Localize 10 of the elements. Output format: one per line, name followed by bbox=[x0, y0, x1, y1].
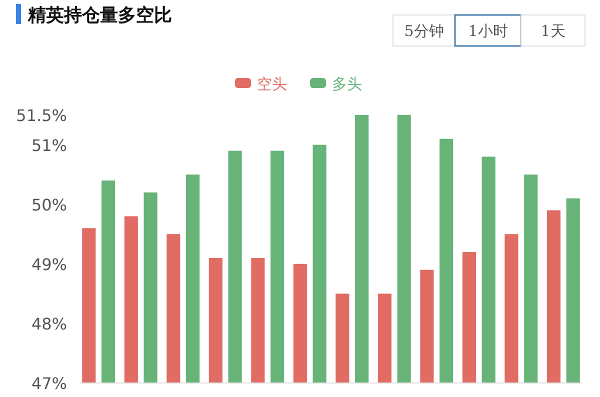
y-tick-label: 49% bbox=[31, 254, 67, 274]
time-range-buttons: 5分钟 1小时 1天 bbox=[392, 14, 586, 47]
y-tick-label: 51% bbox=[31, 136, 67, 155]
y-tick-label: 51.5% bbox=[16, 106, 67, 125]
y-tick-label: 47% bbox=[31, 374, 67, 393]
y-tick-label: 48% bbox=[31, 314, 67, 334]
legend-label: 空头 bbox=[257, 75, 287, 93]
legend-label: 多头 bbox=[332, 75, 362, 93]
y-tick-label: 50% bbox=[31, 195, 67, 214]
chart-title: 精英持仓量多空比 bbox=[27, 5, 172, 26]
